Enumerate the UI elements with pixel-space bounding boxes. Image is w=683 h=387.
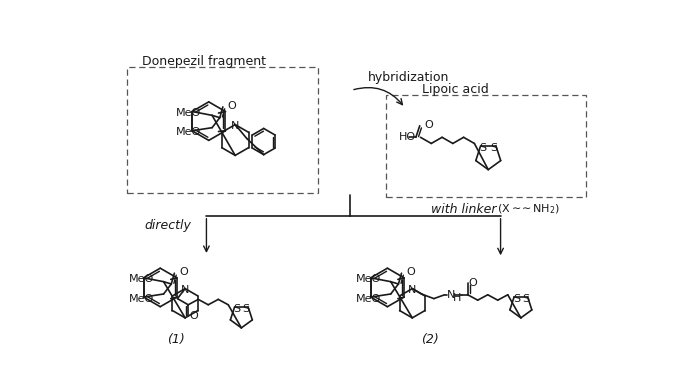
Text: S: S [234, 304, 240, 314]
Text: (2): (2) [421, 332, 438, 346]
Text: O: O [406, 267, 415, 277]
Text: Donepezil fragment: Donepezil fragment [142, 55, 266, 68]
Text: Lipoic acid: Lipoic acid [422, 83, 488, 96]
Text: (1): (1) [167, 332, 184, 346]
Text: N: N [408, 285, 417, 295]
Text: MeO: MeO [128, 294, 154, 304]
Text: N: N [231, 121, 239, 131]
Text: HO: HO [399, 132, 416, 142]
Text: MeO: MeO [356, 274, 381, 284]
Text: S: S [513, 294, 520, 304]
Text: MeO: MeO [128, 274, 154, 284]
Text: hybridization: hybridization [368, 71, 449, 84]
Text: MeO: MeO [356, 294, 381, 304]
Text: O: O [469, 278, 477, 288]
Text: MeO: MeO [176, 127, 201, 137]
Text: O: O [424, 120, 433, 130]
Text: S: S [479, 143, 486, 153]
Text: with linker: with linker [431, 203, 497, 216]
Text: O: O [189, 311, 198, 321]
Text: S: S [522, 294, 529, 304]
Text: H: H [453, 293, 461, 303]
FancyArrowPatch shape [354, 87, 402, 104]
Text: N: N [447, 290, 455, 300]
Text: S: S [242, 304, 249, 314]
Text: N: N [181, 285, 189, 295]
Text: directly: directly [145, 219, 191, 231]
Text: MeO: MeO [176, 108, 201, 118]
Text: O: O [179, 267, 188, 277]
Text: S: S [490, 143, 497, 153]
Text: O: O [227, 101, 236, 111]
Bar [127, 67, 318, 193]
Bar [386, 95, 586, 197]
Text: $\mathrm{(X}$$\mathregular{\sim\!\!\sim}$$\mathrm{NH_2)}$: $\mathrm{(X}$$\mathregular{\sim\!\!\sim}… [497, 203, 560, 216]
